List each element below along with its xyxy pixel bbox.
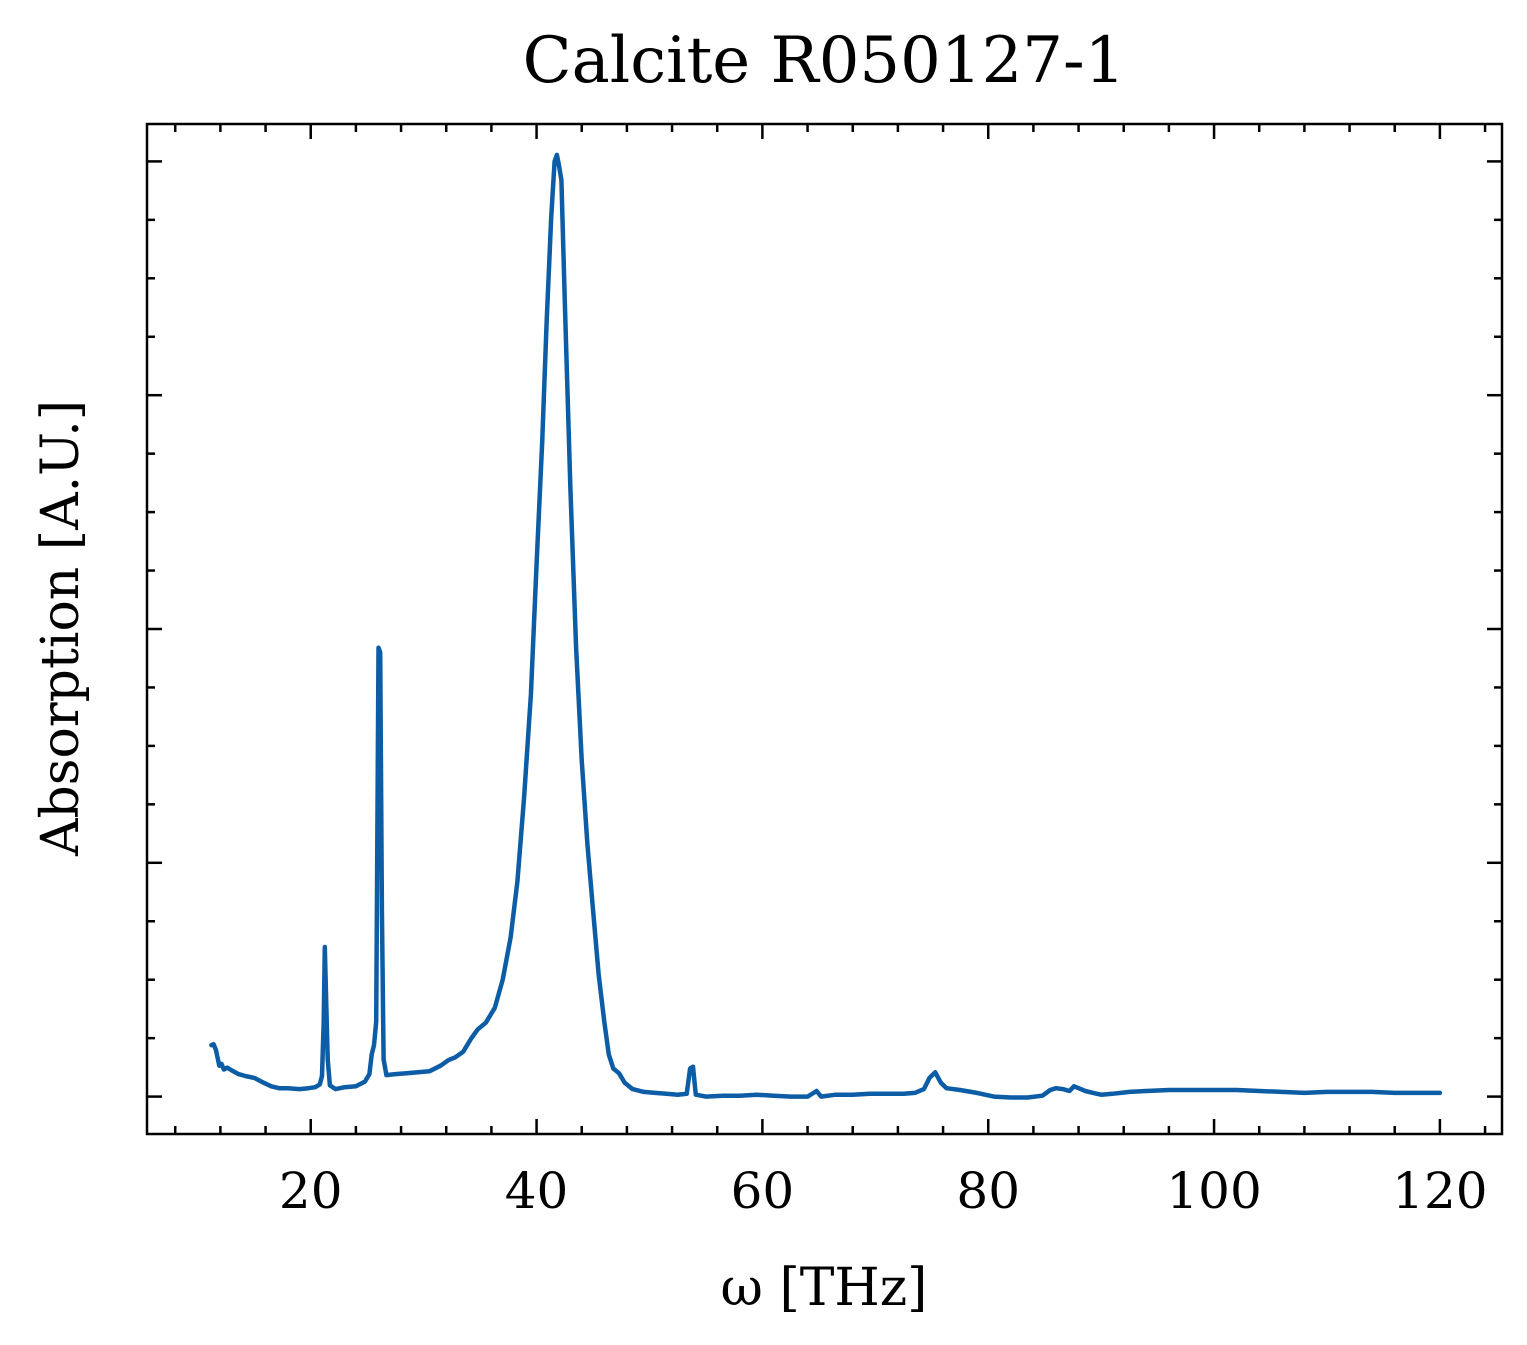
x-tick-label: 40 bbox=[505, 1162, 569, 1220]
x-tick-label: 20 bbox=[279, 1162, 343, 1220]
absorption-series-line bbox=[209, 152, 1443, 1100]
x-tick-labels: 20 40 60 80 100 120 bbox=[279, 1162, 1488, 1220]
chart-title: Calcite R050127-1 bbox=[523, 24, 1126, 98]
y-axis-label: Absorption [A.U.] bbox=[31, 400, 91, 857]
x-tick-label: 100 bbox=[1166, 1162, 1261, 1220]
x-tick-label: 120 bbox=[1392, 1162, 1487, 1220]
x-axis-label: ω [THz] bbox=[721, 1258, 928, 1318]
axis-ticks bbox=[147, 124, 1502, 1134]
x-tick-label: 60 bbox=[731, 1162, 795, 1220]
plot-frame bbox=[145, 122, 1504, 1136]
x-tick-label: 80 bbox=[956, 1162, 1020, 1220]
